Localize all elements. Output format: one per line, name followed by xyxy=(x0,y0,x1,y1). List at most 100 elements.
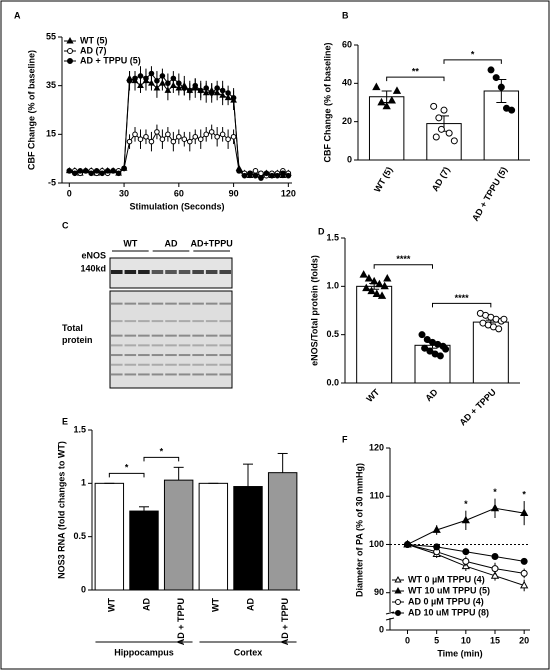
x-tick-label: AD xyxy=(245,598,255,611)
data-point xyxy=(66,168,73,174)
y-axis-label: NOS3 RNA (fold changes to WT) xyxy=(56,441,66,579)
x-tick-label: 15 xyxy=(490,635,500,645)
data-point xyxy=(495,325,503,333)
x-tick-label: WT xyxy=(107,598,117,612)
blot-band xyxy=(178,270,191,274)
blot-band xyxy=(205,270,218,274)
panel-letter: E xyxy=(62,416,68,426)
protein-band xyxy=(151,363,164,366)
data-point xyxy=(132,131,138,138)
blot-band xyxy=(165,270,177,274)
y-axis-label: CBF Change (% of baseline) xyxy=(322,42,332,162)
data-point xyxy=(82,168,89,174)
data-point xyxy=(252,172,259,179)
data-point xyxy=(372,82,381,91)
protein-band xyxy=(111,334,123,337)
protein-band xyxy=(165,373,177,376)
axis-break xyxy=(385,617,395,621)
protein-band xyxy=(219,363,231,366)
data-point xyxy=(219,131,226,138)
protein-band xyxy=(111,320,123,323)
protein-band xyxy=(124,354,137,357)
legend-marker xyxy=(67,58,73,64)
significance-bracket xyxy=(108,472,145,478)
data-point xyxy=(359,270,368,278)
data-point xyxy=(219,87,226,94)
blot-band xyxy=(111,270,123,274)
data-point xyxy=(432,525,441,533)
protein-band xyxy=(178,334,191,337)
blot-band-label: eNOS xyxy=(81,250,106,260)
protein-band xyxy=(192,354,204,357)
data-point xyxy=(263,170,270,177)
data-point xyxy=(497,83,505,91)
blot-total-label: Total protein xyxy=(62,323,93,345)
protein-band xyxy=(165,302,177,305)
panel-letter: A xyxy=(14,10,21,20)
data-point xyxy=(387,95,396,104)
data-point xyxy=(88,170,95,177)
lane-label: AD xyxy=(165,238,178,248)
bar xyxy=(198,482,229,591)
data-point xyxy=(99,170,105,177)
data-point xyxy=(148,79,155,86)
data-point xyxy=(192,133,199,140)
y-tick-label: 1 xyxy=(81,478,86,488)
protein-band xyxy=(138,344,150,347)
data-point xyxy=(115,170,122,177)
protein-band xyxy=(205,354,218,357)
data-point xyxy=(372,289,381,297)
y-axis-label: eNOS/Total protein (folds) xyxy=(309,255,319,366)
data-point xyxy=(208,90,215,96)
data-point xyxy=(132,75,138,82)
y-tick-label: 1.5 xyxy=(326,232,339,242)
legend-marker xyxy=(395,599,401,605)
data-point xyxy=(93,168,100,174)
x-tick-label: 120 xyxy=(281,188,296,198)
data-point xyxy=(430,102,438,110)
y-tick-label: 15 xyxy=(46,129,56,139)
significance-label: * xyxy=(125,463,129,473)
lane-label: WT xyxy=(123,238,137,248)
data-point xyxy=(186,138,193,145)
data-point xyxy=(491,565,499,573)
data-point xyxy=(71,170,78,177)
data-point xyxy=(382,101,391,110)
protein-band xyxy=(138,320,150,323)
protein-band xyxy=(124,373,137,376)
significance-label: ** xyxy=(412,67,420,77)
y-tick-label: 20 xyxy=(342,116,352,126)
protein-band xyxy=(219,344,231,347)
x-tick-label: 60 xyxy=(174,188,184,198)
data-point xyxy=(159,136,166,142)
group-label: Cortex xyxy=(234,647,263,657)
data-point xyxy=(258,170,264,177)
legend-marker xyxy=(66,36,74,44)
data-point xyxy=(170,75,177,82)
panel-letter: B xyxy=(342,10,349,20)
protein-band xyxy=(192,363,204,366)
y-tick-label: 100 xyxy=(369,539,384,549)
data-point xyxy=(462,548,470,556)
y-tick-label: 40 xyxy=(342,78,352,88)
y-tick-label: 1.5 xyxy=(73,424,86,434)
y-tick-label: 0.5 xyxy=(73,531,86,541)
data-point xyxy=(148,70,155,77)
data-point xyxy=(436,352,444,360)
data-point xyxy=(362,283,371,292)
protein-band xyxy=(165,320,177,323)
protein-band xyxy=(111,302,123,305)
data-point xyxy=(247,170,253,177)
data-point xyxy=(370,276,379,285)
legend-marker xyxy=(395,610,401,616)
x-tick-label: 5 xyxy=(434,635,439,645)
data-point xyxy=(143,75,149,82)
protein-band xyxy=(124,302,137,305)
protein-band xyxy=(138,302,150,305)
blot-band xyxy=(192,270,204,274)
x-tick-label: WT (5) xyxy=(372,165,394,194)
protein-band xyxy=(205,373,218,376)
bar xyxy=(472,321,509,384)
data-point xyxy=(364,273,374,282)
